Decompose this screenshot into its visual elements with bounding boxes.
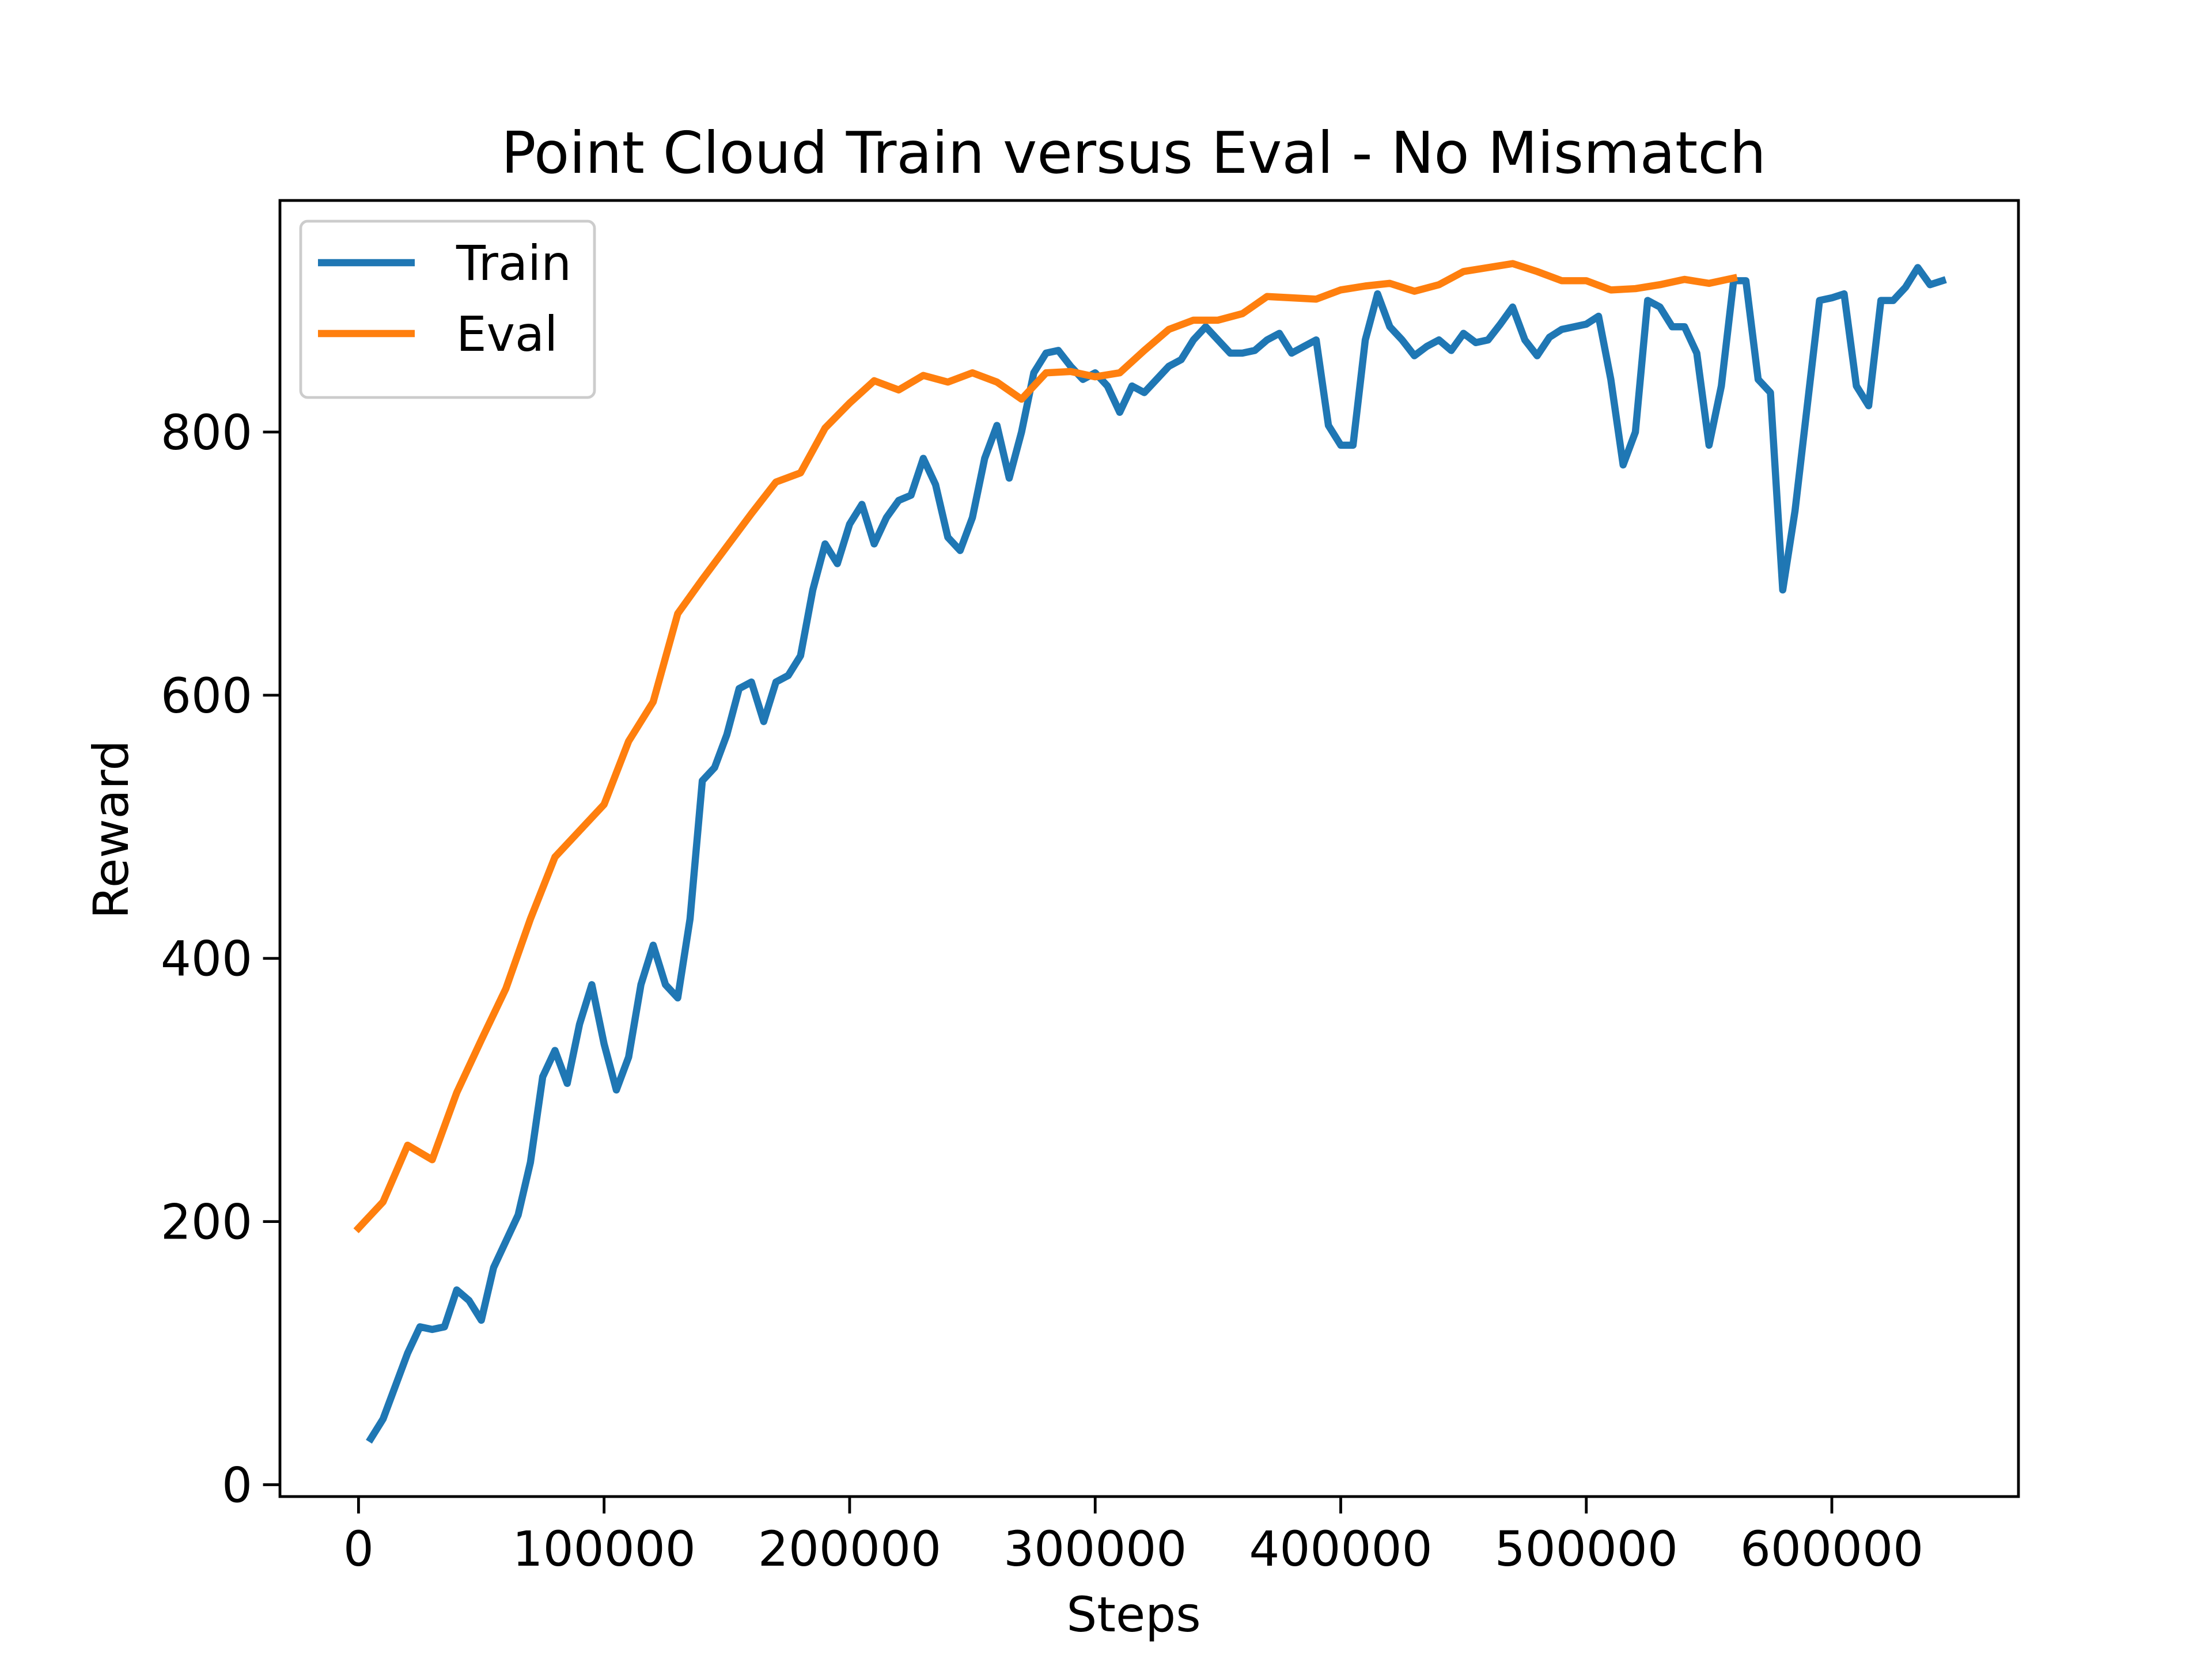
- x-tick-label: 200000: [758, 1521, 941, 1577]
- x-axis-label: Steps: [1066, 1587, 1200, 1643]
- series-line: [353, 260, 1738, 1233]
- x-tick-label: 0: [343, 1521, 374, 1577]
- y-tick-label: 200: [161, 1195, 252, 1251]
- plot-frame: [278, 199, 2020, 1498]
- x-tick-label: 600000: [1740, 1521, 1923, 1577]
- y-tick-label: 600: [161, 668, 252, 724]
- x-tick-label: 300000: [1003, 1521, 1187, 1577]
- x-tick-label: 100000: [513, 1521, 696, 1577]
- y-tick-label: 400: [161, 931, 252, 987]
- y-tick-label: 0: [222, 1457, 252, 1513]
- legend-label: Eval: [456, 306, 558, 362]
- legend-label: Train: [456, 236, 571, 291]
- y-axis-label: Reward: [84, 740, 139, 919]
- x-tick-label: 500000: [1495, 1521, 1678, 1577]
- y-tick-label: 800: [161, 405, 252, 461]
- x-tick-label: 400000: [1249, 1521, 1432, 1577]
- series-line: [366, 264, 1947, 1444]
- chart-title: Point Cloud Train versus Eval - No Misma…: [501, 119, 1766, 187]
